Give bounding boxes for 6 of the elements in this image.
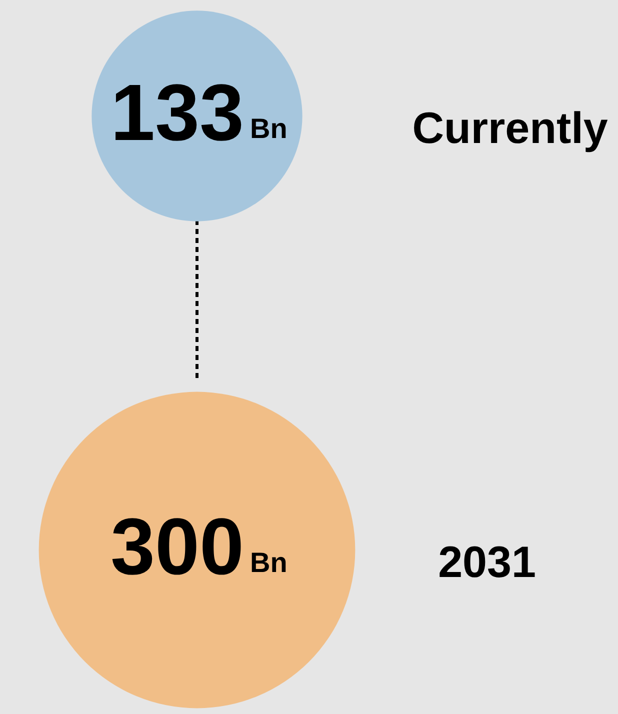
data-label: 133	[110, 68, 244, 157]
data-label: 300	[110, 502, 244, 591]
text: Bn	[250, 547, 288, 578]
text: Bn	[250, 113, 288, 144]
category-label: 2031	[438, 538, 536, 587]
category-label: Currently	[412, 104, 608, 153]
